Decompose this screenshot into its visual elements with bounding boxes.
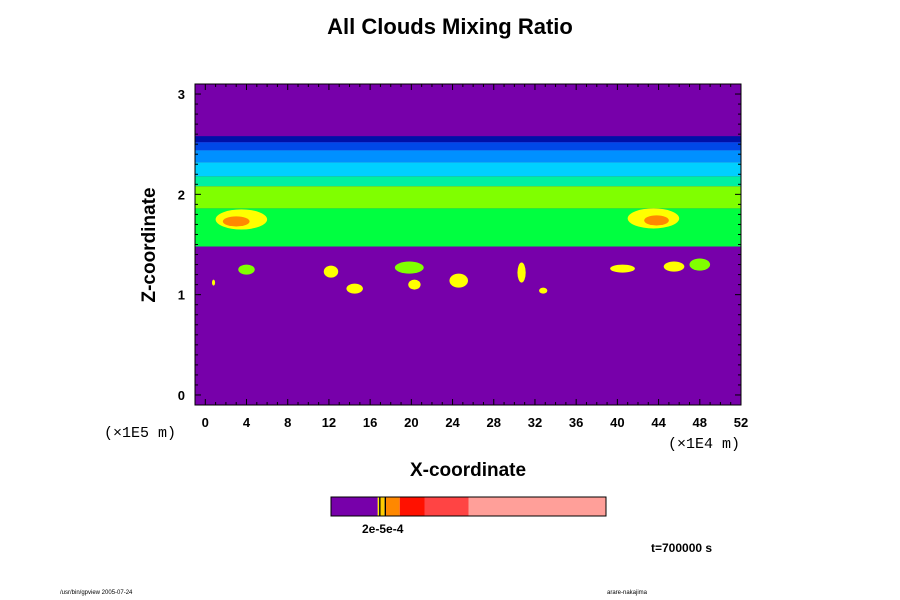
contour-band-1 — [195, 142, 741, 151]
x-tick-label: 8 — [284, 415, 291, 430]
time-label: t=700000 s — [651, 541, 713, 555]
x-tick-label: 32 — [528, 415, 542, 430]
x-tick-label: 20 — [404, 415, 418, 430]
contour-band-5 — [195, 186, 741, 209]
cloud-cell-14 — [689, 258, 711, 271]
colorbar-segment-2 — [379, 497, 381, 516]
colorbar — [330, 496, 607, 517]
cloud-cell-12 — [610, 264, 635, 273]
colorbar-segment-8 — [468, 497, 606, 516]
cloud-cell-6 — [346, 283, 363, 294]
x-tick-label: 16 — [363, 415, 377, 430]
y-tick-label: 0 — [178, 388, 185, 403]
cloud-cell-15 — [211, 279, 216, 286]
y-scale-note: (×1E5 m) — [104, 425, 177, 442]
x-tick-label: 4 — [243, 415, 251, 430]
cloud-cell-7 — [394, 261, 424, 274]
x-tick-label: 44 — [651, 415, 666, 430]
cloud-cell-5 — [323, 265, 339, 278]
y-tick-label: 3 — [178, 87, 185, 102]
cloud-cell-4 — [238, 264, 255, 275]
colorbar-segment-6 — [399, 497, 425, 516]
contour-band-3 — [195, 162, 741, 177]
footer-right: arare-nakajima — [607, 590, 648, 596]
contour-band-0 — [195, 136, 741, 143]
colorbar-segment-7 — [424, 497, 469, 516]
contour-band-4 — [195, 176, 741, 187]
colorbar-frame — [330, 496, 607, 517]
x-axis-label: X-coordinate — [409, 460, 527, 481]
x-tick-label: 24 — [445, 415, 460, 430]
cloud-cell-13 — [663, 261, 685, 272]
x-tick-label: 48 — [693, 415, 707, 430]
cloud-cell-10 — [517, 262, 526, 283]
colorbar-segment-0 — [331, 497, 378, 516]
colorbar-segment-1 — [377, 497, 380, 516]
chart-title: All Clouds Mixing Ratio — [327, 14, 573, 39]
cloud-cell-3 — [644, 215, 669, 226]
cloud-cell-8 — [408, 279, 421, 290]
x-scale-note: (×1E4 m) — [668, 436, 741, 453]
colorbar-label: 2e-5e-4 — [362, 522, 404, 536]
y-tick-label: 2 — [178, 187, 185, 202]
colorbar-segment-4 — [384, 497, 386, 516]
x-tick-label: 12 — [322, 415, 336, 430]
y-axis-label: Z-coordinate — [139, 187, 160, 303]
x-tick-label: 28 — [487, 415, 501, 430]
contour-band-2 — [195, 150, 741, 163]
cloud-cell-9 — [449, 273, 468, 288]
footer-left: /usr/bin/gpview 2005-07-24 — [60, 590, 133, 596]
cloud-cell-1 — [222, 216, 250, 227]
y-tick-label: 1 — [178, 288, 185, 303]
colorbar-segment-3 — [380, 497, 385, 516]
x-tick-label: 40 — [610, 415, 624, 430]
plot-area — [195, 84, 741, 405]
x-tick-label: 36 — [569, 415, 583, 430]
colorbar-segment-5 — [386, 497, 400, 516]
x-tick-label: 0 — [202, 415, 209, 430]
x-tick-label: 52 — [734, 415, 748, 430]
cloud-cell-11 — [539, 287, 548, 294]
